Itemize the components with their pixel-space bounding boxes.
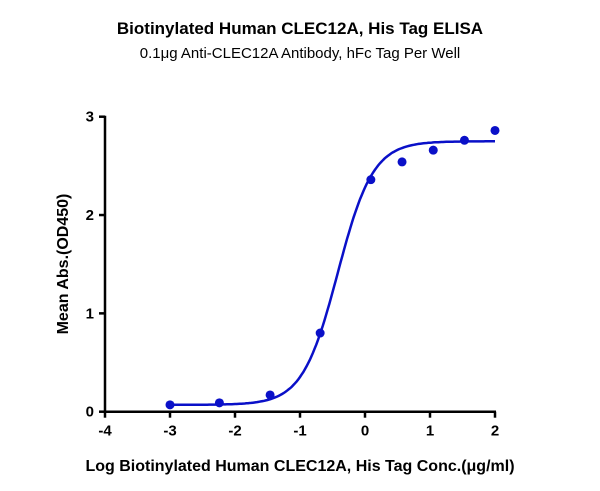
chart-subtitle: 0.1μg Anti-CLEC12A Antibody, hFc Tag Per… <box>139 45 461 62</box>
data-point <box>165 400 175 410</box>
x-tick-label: -4 <box>98 423 112 440</box>
y-tick-label: 0 <box>86 404 94 421</box>
y-tick-label: 1 <box>86 305 94 322</box>
data-point <box>315 328 325 338</box>
data-point <box>459 135 469 145</box>
data-point <box>397 157 407 167</box>
chart-title: Biotinylated Human CLEC12A, His Tag ELIS… <box>116 19 484 38</box>
data-point <box>366 175 376 185</box>
x-tick-label: -1 <box>293 423 306 440</box>
x-tick-label: -2 <box>228 423 241 440</box>
data-point <box>490 125 500 135</box>
y-tick-label: 3 <box>86 109 94 126</box>
y-axis-label: Mean Abs.(OD450) <box>55 194 72 335</box>
data-point <box>265 390 275 400</box>
x-axis-label: Log Biotinylated Human CLEC12A, His Tag … <box>85 458 514 475</box>
fit-curve <box>170 140 495 407</box>
data-point <box>214 398 224 408</box>
x-tick-label: 1 <box>426 423 434 440</box>
y-tick-label: 2 <box>86 207 94 224</box>
x-tick-label: 2 <box>491 423 499 440</box>
x-tick-label: 0 <box>361 423 369 440</box>
x-tick-label: -3 <box>163 423 176 440</box>
data-point <box>428 145 438 155</box>
